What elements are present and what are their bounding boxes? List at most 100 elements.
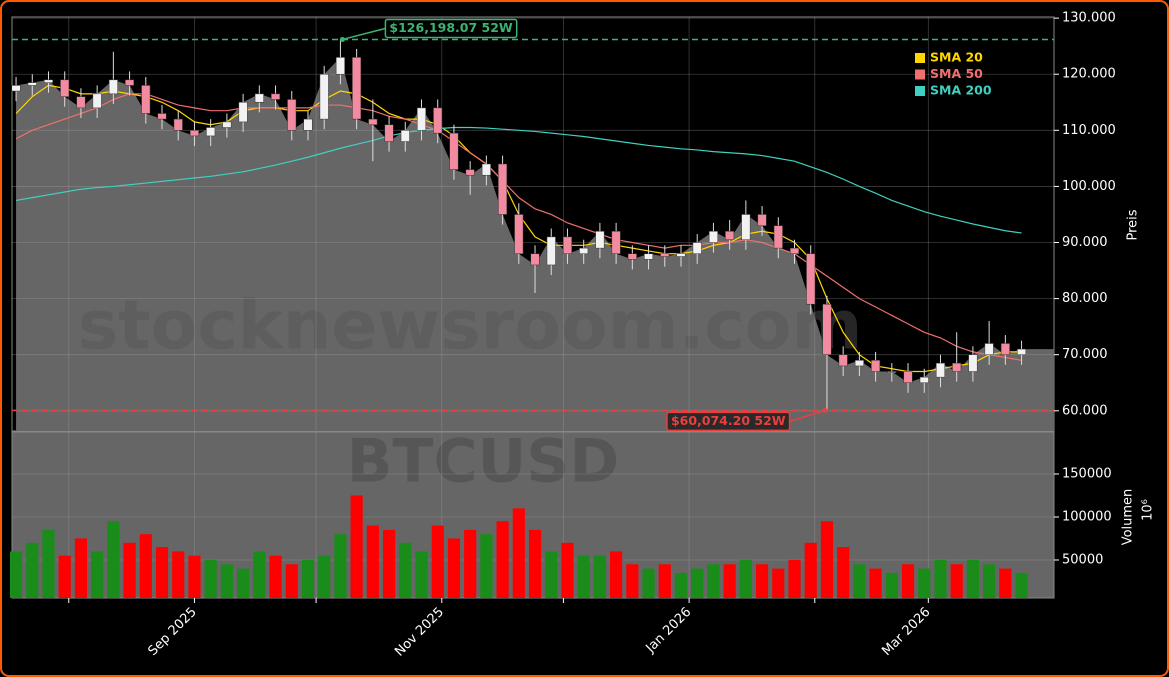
candle-body [692,242,702,254]
y-tick-label: 100000 [1062,509,1112,524]
volume-bar [950,564,963,598]
volume-bar [804,542,817,598]
candle-body [238,102,248,123]
candle-body [579,247,589,254]
volume-bar [885,572,898,598]
volume-bar [626,564,639,598]
candle-body [189,130,199,137]
candle-body [303,118,313,131]
volume-bar [707,564,720,598]
legend-swatch [915,53,925,63]
candle-body [92,93,102,109]
candle-body [968,354,978,372]
volume-bar [188,555,201,598]
volume-bar [1015,572,1028,598]
candle-body [76,96,86,109]
candle-body [627,253,637,260]
volume-bar [739,559,752,598]
legend-swatch [915,69,925,80]
volume-bar [366,525,379,598]
candle-body [822,303,832,355]
candle-body [157,113,167,120]
annotation: $60,074.20 52W [666,407,828,432]
candle-body [757,214,767,226]
volume-bar [350,495,363,598]
volume-bar [755,564,769,598]
candle-body [595,231,605,249]
volume-bar [545,551,558,598]
annotation-arrowhead [339,36,345,42]
volume-bar [691,568,704,598]
volume-bar [918,568,931,598]
volume-bar [528,529,542,598]
candle-body [546,236,556,266]
volume-bar [253,551,266,598]
volume-bar [901,564,915,598]
watermark: stocknewsroom.com [78,287,863,366]
candle-body [562,236,572,254]
volume-axis-label: Volumen [1121,489,1136,546]
volume-bar [285,564,298,598]
volume-bar [480,534,493,598]
candle-body [335,57,345,75]
volume-bar [91,551,104,598]
candle-body [530,253,540,266]
candle-body [773,225,783,249]
volume-bar [447,538,461,598]
candle-body [222,121,232,128]
candle-body [741,214,751,240]
volume-bar [642,568,655,598]
volume-bar [431,525,444,598]
candle-body [352,57,362,120]
y-tick-label: 90.000 [1062,235,1108,250]
candle-body [416,107,427,131]
candle-body [125,79,135,86]
sma-line [15,126,1022,234]
volume-bar [464,529,477,598]
legend-swatch [915,86,925,96]
volume-bar [966,559,979,598]
y-tick-label: 60.000 [1062,403,1108,418]
candle-body [806,253,816,305]
volume-bar [788,559,801,598]
volume-bar [220,564,233,598]
volume-bar [983,564,996,598]
candle-body [660,253,670,257]
volume-bar [496,521,509,598]
legend-label: SMA 200 [930,83,992,98]
candle-body [287,99,297,131]
candle-body [887,371,897,373]
candle-body [481,163,491,176]
volume-bar [58,555,71,598]
y-tick-label: 110.000 [1062,123,1116,138]
candle-body [935,362,945,378]
candle-body [708,231,718,243]
annotation: $126,198.07 52W [339,18,518,42]
annotation-label: $60,074.20 52W [671,413,786,428]
candle-body [514,214,524,254]
volume-bar [139,534,152,598]
y-tick-label: 130.000 [1062,11,1116,26]
y-tick-label: 150000 [1062,466,1112,481]
candle-body [206,127,216,137]
volume-bar [155,547,169,598]
annotation-arrow [789,409,826,423]
candle-body [449,132,459,170]
y-axis-label: Preis [1126,209,1141,240]
candle-body [644,253,654,260]
volume-bar [934,559,947,598]
candle-body [173,118,183,131]
volume-bar [610,551,623,598]
candle-body [952,362,962,372]
candle-body [433,107,443,134]
annotation-arrow [342,27,386,41]
volume-bar [837,547,850,598]
volume-bar [577,555,590,598]
candle-body [141,85,151,114]
volume-bar [237,568,250,598]
candle-body [1017,348,1027,355]
volume-bar [561,542,574,598]
legend-label: SMA 50 [930,66,983,81]
volume-bar [9,551,23,598]
